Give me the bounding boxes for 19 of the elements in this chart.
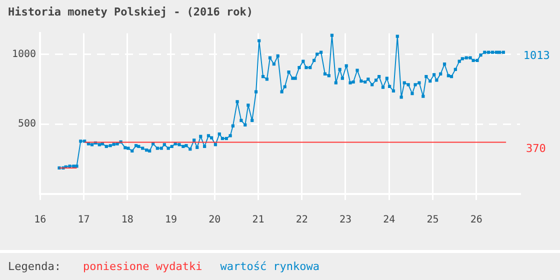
x-tick-label: 24 xyxy=(383,214,396,226)
text: wartość rynkowa xyxy=(220,260,320,273)
x-tick-label: 23 xyxy=(339,214,352,226)
annotation: 1013 xyxy=(523,49,550,62)
x-tick-label: 22 xyxy=(296,214,308,226)
x-tick-label: 19 xyxy=(164,214,177,226)
x-tick-label: 25 xyxy=(426,214,439,226)
x-tick-label: 20 xyxy=(208,214,221,226)
annotation: 370 xyxy=(526,142,546,156)
x-tick-label: 26 xyxy=(470,214,482,226)
x-tick-label: 16 xyxy=(34,214,46,226)
text: poniesione wydatki xyxy=(82,260,202,273)
y-tick-label: 1000 xyxy=(12,48,36,60)
chart-title: Historia monety Polskiej - (2016 rok) xyxy=(8,5,254,18)
x-tick-label: 17 xyxy=(78,214,90,226)
x-tick-label: 18 xyxy=(121,214,134,226)
x-tick-label: 21 xyxy=(252,214,264,226)
legend-title: Legenda: xyxy=(8,260,61,273)
y-tick-label: 500 xyxy=(18,118,36,130)
